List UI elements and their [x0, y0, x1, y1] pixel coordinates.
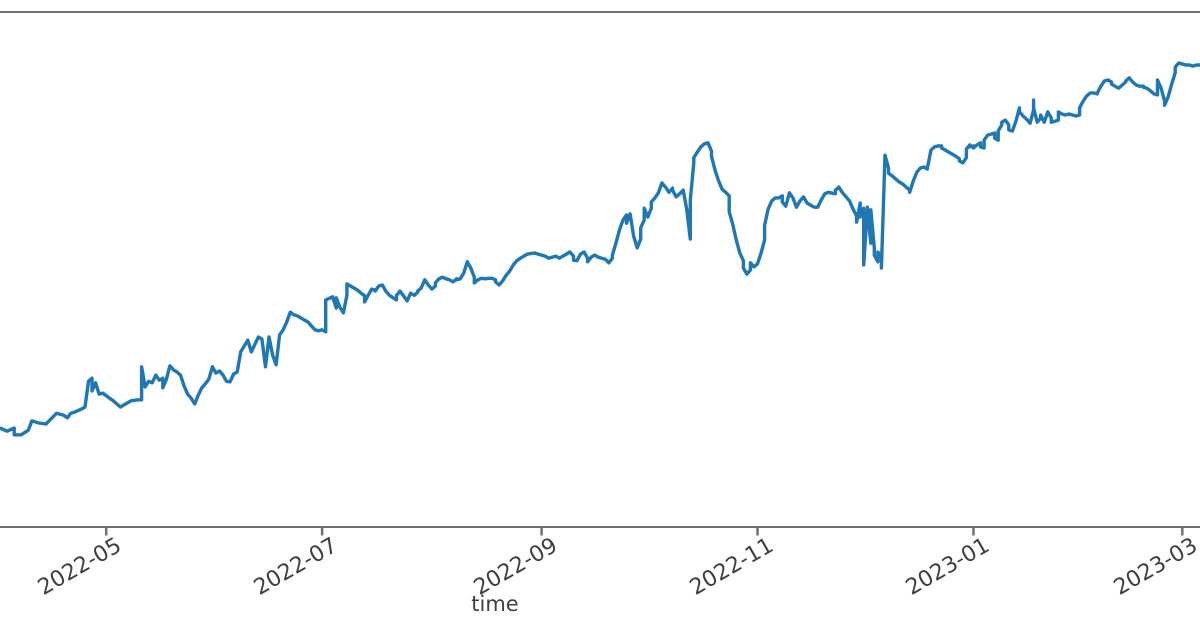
time-series-line [0, 61, 1200, 437]
x-axis-title: time [471, 592, 519, 616]
x-axis-tick-marks [104, 527, 1184, 536]
